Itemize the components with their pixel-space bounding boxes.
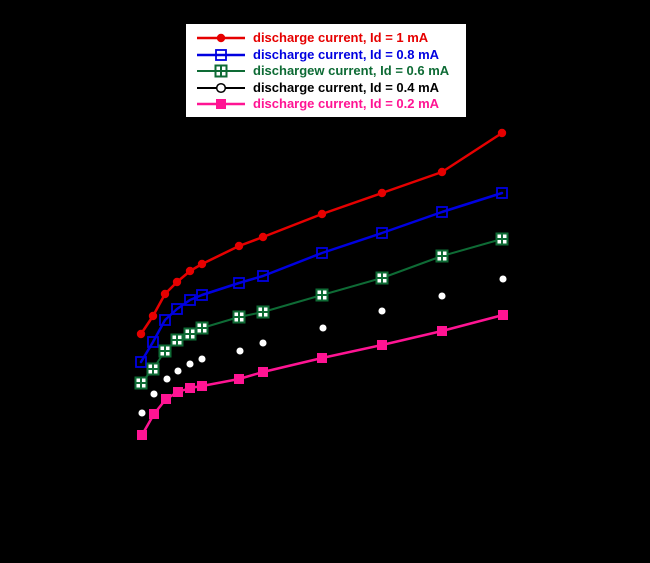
legend-marker-icon [197, 64, 245, 78]
open-circle-marker [497, 273, 509, 285]
filled-circle-marker [136, 329, 146, 339]
series-3 [136, 273, 509, 419]
open-circle-marker [184, 358, 196, 370]
filled-square-marker [234, 374, 244, 384]
filled-square-marker [498, 310, 508, 320]
series-2 [134, 232, 509, 390]
legend-item: dischargew current, Id = 0.6 mA [196, 63, 464, 79]
crossed-square-marker [158, 344, 172, 358]
crossed-square-marker [195, 321, 209, 335]
open-circle-marker [136, 407, 148, 419]
legend-label: discharge current, Id = 0.8 mA [253, 46, 440, 62]
open-circle-marker [161, 373, 173, 385]
filled-square-marker [137, 430, 147, 440]
crossed-square-marker [183, 327, 197, 341]
legend-marker-icon [197, 99, 245, 109]
legend-box: discharge current, Id = 1 mA discharge cu… [184, 22, 468, 119]
filled-circle-marker [317, 209, 327, 219]
filled-circle-marker [160, 289, 170, 299]
filled-square-marker [377, 340, 387, 350]
open-square-marker [233, 277, 245, 289]
filled-circle-marker [148, 311, 158, 321]
legend-label: discharge current, Id = 1 mA [253, 30, 429, 45]
filled-square-marker [437, 326, 447, 336]
filled-circle-marker [185, 266, 195, 276]
open-circle-marker [148, 388, 160, 400]
open-circle-marker [196, 353, 208, 365]
legend-item: discharge current, Id = 0.8 mA [196, 47, 464, 63]
filled-square-marker [216, 99, 226, 109]
legend-label: discharge current, Id = 0.4 mA [253, 79, 440, 95]
filled-square-marker [197, 381, 207, 391]
filled-circle-marker [497, 128, 507, 138]
legend-marker-icon [197, 82, 245, 93]
open-square-marker [135, 356, 147, 368]
crossed-square-marker [435, 249, 449, 263]
filled-circle-marker [197, 259, 207, 269]
filled-circle-marker [437, 167, 447, 177]
legend-label: dischargew current, Id = 0.6 mA [253, 63, 450, 78]
crossed-square-marker [214, 64, 228, 78]
crossed-square-marker [315, 288, 329, 302]
series-1 [135, 187, 508, 368]
filled-circle-marker [258, 232, 268, 242]
open-circle-marker [376, 305, 388, 317]
open-square-marker [496, 187, 508, 199]
crossed-square-marker [146, 362, 160, 376]
open-circle-marker [436, 290, 448, 302]
filled-circle-marker [172, 277, 182, 287]
filled-circle-marker [216, 33, 226, 43]
filled-square-marker [185, 383, 195, 393]
open-square-marker [196, 289, 208, 301]
legend-item: discharge current, Id = 0.2 mA [196, 96, 464, 112]
open-circle-marker [172, 365, 184, 377]
legend-label: discharge current, Id = 0.2 mA [253, 96, 440, 111]
open-circle-marker [257, 337, 269, 349]
filled-square-marker [149, 409, 159, 419]
filled-square-marker [258, 367, 268, 377]
filled-square-marker [173, 387, 183, 397]
crossed-square-marker [375, 271, 389, 285]
open-circle-marker [234, 345, 246, 357]
legend-item: discharge current, Id = 0.4 mA [196, 80, 464, 96]
open-square-marker [436, 206, 448, 218]
open-square-marker [215, 48, 227, 61]
open-square-marker [147, 336, 159, 348]
crossed-square-marker [495, 232, 509, 246]
open-square-marker [171, 303, 183, 315]
open-circle-marker [215, 82, 227, 93]
open-square-marker [184, 294, 196, 306]
series-0 [136, 128, 507, 339]
series-4 [137, 310, 508, 440]
crossed-square-marker [232, 310, 246, 324]
crossed-square-marker [134, 376, 148, 390]
open-square-marker [316, 247, 328, 259]
legend-item: discharge current, Id = 1 mA [196, 30, 464, 46]
open-square-marker [376, 227, 388, 239]
open-square-marker [159, 314, 171, 326]
legend-marker-icon [197, 33, 245, 43]
filled-square-marker [161, 394, 171, 404]
series-line [139, 191, 504, 364]
filled-circle-marker [234, 241, 244, 251]
open-circle-marker [317, 322, 329, 334]
open-square-marker [257, 270, 269, 282]
filled-circle-marker [377, 188, 387, 198]
filled-square-marker [317, 353, 327, 363]
crossed-square-marker [256, 305, 270, 319]
legend-marker-icon [197, 48, 245, 61]
crossed-square-marker [170, 333, 184, 347]
